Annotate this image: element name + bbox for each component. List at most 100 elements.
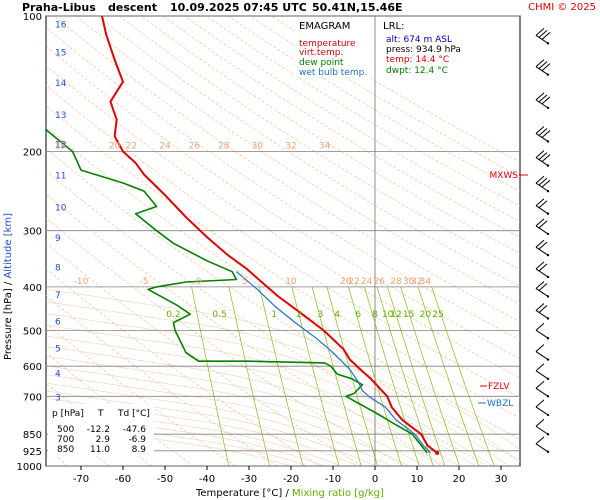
mixing-ratio-label: 25 bbox=[432, 310, 443, 320]
table-header-td: Td [°C] bbox=[117, 409, 150, 419]
pressure-tick-label: 850 bbox=[23, 430, 42, 441]
altitude-tick-label: 3 bbox=[55, 393, 61, 403]
mixing-ratio-label: 0.2 bbox=[166, 310, 180, 320]
table-row-700-td: -6.9 bbox=[128, 435, 146, 445]
dry-adiabat bbox=[46, 27, 520, 341]
table-header-p: p [hPa] bbox=[52, 409, 84, 419]
wind-barb bbox=[535, 218, 550, 236]
series-dew-point bbox=[46, 127, 428, 454]
profile-series bbox=[46, 16, 440, 455]
pressure-tick-label: 400 bbox=[23, 283, 42, 294]
wind-barb bbox=[535, 322, 550, 340]
altitude-tick-label: 5 bbox=[55, 344, 61, 354]
dry-adiabat bbox=[46, 85, 520, 399]
mixing-ratio-label: 12 bbox=[390, 310, 401, 320]
altitude-tick-label: 10 bbox=[55, 203, 67, 213]
mixing-ratio-label: 2 bbox=[297, 310, 303, 320]
wind-barb bbox=[535, 363, 550, 380]
wind-barb bbox=[535, 303, 550, 320]
pressure-tick-label: 200 bbox=[23, 147, 42, 158]
theta-label-upper: 20 bbox=[109, 141, 121, 151]
legend-temperature: temperature bbox=[299, 39, 356, 49]
series-wet-bulb-temp bbox=[236, 271, 431, 454]
moist-adiabat bbox=[46, 417, 308, 466]
pressure-tick-label: 600 bbox=[23, 362, 42, 373]
dry-adiabat bbox=[118, 16, 520, 271]
moist-adiabat bbox=[46, 390, 376, 466]
temperature-tick-label: -20 bbox=[283, 474, 299, 485]
theta-label: 28 bbox=[390, 277, 402, 287]
wind-barb bbox=[535, 239, 550, 257]
theta-label: 22 bbox=[348, 277, 359, 287]
dry-adiabat bbox=[46, 193, 446, 466]
theta-label: 0 bbox=[196, 277, 202, 287]
wind-barb bbox=[535, 92, 551, 110]
pressure-tick-label: 300 bbox=[23, 227, 42, 238]
temperature-tick-label: -70 bbox=[73, 474, 89, 485]
altitude-tick-label: 9 bbox=[55, 234, 61, 244]
fzlv-label: FZLV bbox=[488, 382, 510, 392]
lrl-pressure: press: 934.9 hPa bbox=[386, 45, 461, 55]
mixing-ratio-label: 10 bbox=[382, 310, 394, 320]
wind-barb bbox=[535, 399, 550, 417]
mixing-ratio-label: 3 bbox=[318, 310, 324, 320]
temperature-tick-label: -30 bbox=[241, 474, 257, 485]
wind-barbs bbox=[535, 27, 551, 454]
wind-barb bbox=[535, 380, 550, 398]
wind-barb bbox=[535, 418, 550, 436]
altitude-tick-label: 6 bbox=[55, 318, 61, 328]
pressure-tick-label: 100 bbox=[23, 12, 42, 23]
flight-mode: descent bbox=[108, 1, 157, 14]
wind-barb bbox=[535, 175, 551, 193]
station-name: Praha-Libus bbox=[22, 1, 96, 14]
mixing-ratio-label: 20 bbox=[420, 310, 432, 320]
theta-label-upper: 34 bbox=[319, 141, 331, 151]
dry-adiabat bbox=[75, 16, 520, 305]
summary-table: p [hPa] T Td [°C] 500 -12.2 -47.6 700 2.… bbox=[48, 404, 154, 456]
theta-label: -10 bbox=[74, 277, 89, 287]
pressure-tick-label: 500 bbox=[23, 327, 42, 338]
wind-barb bbox=[535, 261, 550, 279]
theta-label-upper: 32 bbox=[285, 141, 296, 151]
theta-label: 20 bbox=[340, 277, 352, 287]
theta-label: 24 bbox=[361, 277, 373, 287]
wind-barb bbox=[535, 344, 550, 361]
temperature-tick-label: -10 bbox=[325, 474, 341, 485]
altitude-tick-label: 16 bbox=[55, 21, 67, 31]
table-row-700-t: 2.9 bbox=[96, 435, 111, 445]
theta-label: 5 bbox=[242, 277, 248, 287]
plot-area bbox=[45, 15, 521, 467]
mxws-label: MXWS bbox=[489, 171, 518, 181]
lrl-dewpoint: dwpt: 12.4 °C bbox=[386, 66, 448, 76]
temperature-tick-label: 0 bbox=[372, 474, 378, 485]
level-markers: MXWS FZLV WBZL bbox=[478, 171, 528, 409]
table-row-500-td: -47.6 bbox=[123, 425, 147, 435]
altitude-tick-label: 13 bbox=[55, 111, 66, 121]
altitude-tick-label: 14 bbox=[55, 79, 67, 89]
mixing-ratio-label: 15 bbox=[403, 310, 414, 320]
copyright: CHMI © 2025 bbox=[528, 2, 596, 13]
theta-label: 26 bbox=[373, 277, 385, 287]
moist-adiabat bbox=[46, 404, 342, 466]
datetime: 10.09.2025 07:45 UTC bbox=[170, 1, 307, 14]
moist-adiabat bbox=[46, 382, 392, 466]
table-row-850-td: 8.9 bbox=[132, 445, 147, 455]
lrl-title: LRL: bbox=[383, 21, 404, 32]
theta-label: 30 bbox=[403, 277, 415, 287]
altitude-tick-label: 7 bbox=[55, 291, 61, 301]
theta-label: 32 bbox=[411, 277, 422, 287]
wind-barb bbox=[535, 150, 551, 167]
theta-label: 34 bbox=[420, 277, 432, 287]
theta-label-upper: 28 bbox=[218, 141, 230, 151]
theta-label-upper: 26 bbox=[189, 141, 201, 151]
x-axis-title: Temperature [°C] / Mixing ratio [g/kg] bbox=[195, 488, 384, 499]
table-row-700-p: 700 bbox=[57, 435, 74, 445]
table-row-850-t: 11.0 bbox=[90, 445, 110, 455]
pressure-tick-label: 1000 bbox=[17, 462, 42, 473]
legend: EMAGRAM temperature virt.temp. dew point… bbox=[295, 17, 370, 78]
legend-title: EMAGRAM bbox=[299, 21, 350, 32]
altitude-tick-label: 8 bbox=[55, 263, 61, 273]
mixing-ratio-label: 6 bbox=[355, 310, 361, 320]
